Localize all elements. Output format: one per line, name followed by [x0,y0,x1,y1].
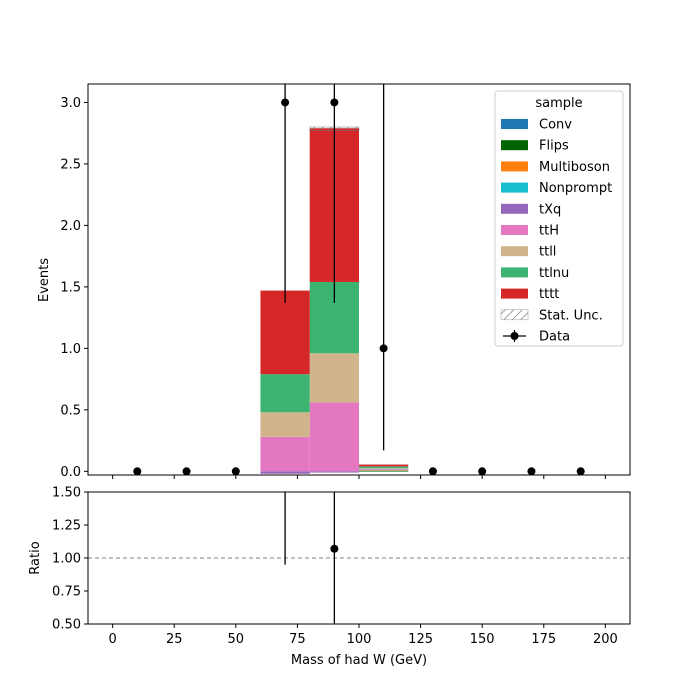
ratio-x-tick-label-5: 125 [408,632,433,647]
main-panel: 0.0 0.5 1.0 1.5 2.0 2.5 3.0 Events [37,83,631,480]
main-y-tick-label-6: 3.0 [60,96,81,111]
main-y-axis-label: Events [37,258,52,302]
main-plot-area [133,84,585,475]
main-y-ticks: 0.0 0.5 1.0 1.5 2.0 2.5 3.0 [60,96,88,480]
legend-swatch-tttt [501,288,528,299]
legend-label-ttlnu: ttlnu [539,266,569,281]
main-y-tick-label-2: 1.0 [60,342,81,357]
bar-flips-bin-5 [359,470,409,472]
bar-ttll-bin-4 [309,353,359,403]
data-point-7 [478,467,487,475]
ratio-y-tick-label-4: 1.50 [52,486,81,501]
data-point-1 [182,467,191,475]
bar-txq-bin-3 [260,471,310,474]
ratio-plot-area [88,492,630,624]
legend-label-data: Data [539,330,570,345]
stacked-bars [260,128,409,474]
ratio-y-tick-label-3: 1.25 [52,519,81,534]
data-points [133,84,585,475]
legend-label-conv: Conv [539,118,572,133]
legend-title: sample [535,96,582,111]
data-point-2 [231,467,240,475]
data-point-6 [428,467,437,475]
legend-swatch-flips [501,140,528,151]
legend-swatch-ttll [501,246,528,257]
bar-tth-bin-4 [309,402,359,472]
legend-label-tth: ttH [539,224,559,239]
legend-label-stat-unc-: Stat. Unc. [539,308,603,323]
ratio-x-tick-label-7: 175 [531,632,556,647]
data-point-3 [281,98,290,107]
data-point-9 [576,467,585,475]
ratio-y-tick-label-0: 0.50 [52,618,81,633]
data-point-0 [133,467,142,475]
data-point-8 [527,467,536,475]
ratio-point-1 [330,544,339,553]
bar-txq-bin-4 [309,471,359,473]
ratio-x-axis-label: Mass of had W (GeV) [291,653,427,668]
ratio-x-tick-label-6: 150 [470,632,495,647]
main-y-tick-label-4: 2.0 [60,219,81,234]
legend-label-multiboson: Multiboson [539,160,610,175]
bar-tttt-bin-5 [359,464,409,467]
legend-label-tttt: tttt [539,287,559,302]
bar-tth-bin-3 [260,436,310,472]
bar-tttt-bin-3 [260,290,310,375]
ratio-y-tick-label-1: 0.75 [52,585,81,600]
legend-swatch-multiboson [501,161,528,172]
legend-frame [494,90,624,347]
bar-ttll-bin-3 [260,412,310,437]
bar-ttll-bin-5 [359,468,409,469]
main-y-tick-label-5: 2.5 [60,157,81,172]
main-y-tick-label-3: 1.5 [60,280,81,295]
ratio-x-tick-label-8: 200 [593,632,618,647]
legend: sample Conv Flips Multiboson Nonprompt tXq tt… [494,90,624,347]
ratio-x-tick-label-3: 75 [289,632,306,647]
main-y-tick-label-0: 0.0 [60,465,81,480]
legend-swatch-stat-unc- [500,309,529,321]
legend-label-flips: Flips [539,139,569,154]
ratio-x-tick-label-2: 50 [228,632,245,647]
ratio-y-axis-label: Ratio [28,541,43,574]
legend-label-nonprompt: Nonprompt [539,181,612,196]
legend-swatch-txq [501,203,528,214]
legend-marker-data [510,332,519,340]
main-x-ticks [112,475,606,479]
legend-swatch-tth [501,225,528,235]
legend-label-ttll: ttll [539,245,556,260]
bar-ttlnu-bin-5 [359,466,409,469]
main-y-tick-label-1: 0.5 [60,403,81,418]
legend-swatch-conv [501,119,528,129]
ratio-y-ticks: 0.50 0.75 1.00 1.25 1.50 [52,486,88,633]
bar-ttlnu-bin-3 [260,374,310,413]
legend-swatch-ttlnu [501,267,528,278]
ratio-panel: 0.50 0.75 1.00 1.25 1.50 0 25 50 75 100 125 150 175… [28,486,631,668]
ratio-points [284,492,339,624]
ratio-x-tick-label-1: 25 [166,632,183,647]
data-point-4 [330,98,339,107]
bar-nonprompt-bin-5 [359,469,409,471]
legend-entries: Conv Flips Multiboson Nonprompt tXq ttH ttll tt… [500,118,612,345]
data-point-5 [379,344,388,353]
ratio-axes-frame [87,491,631,625]
legend-label-txq: tXq [539,202,561,217]
ratio-x-ticks: 0 25 50 75 100 125 150 175 200 [108,624,618,647]
bar-multiboson-bin-5 [359,470,409,471]
legend-swatch-nonprompt [501,182,528,193]
ratio-y-tick-label-2: 1.00 [52,552,81,567]
ratio-x-tick-label-4: 100 [347,632,372,647]
ratio-x-tick-label-0: 0 [108,632,116,647]
bar-tth-bin-5 [359,468,409,470]
